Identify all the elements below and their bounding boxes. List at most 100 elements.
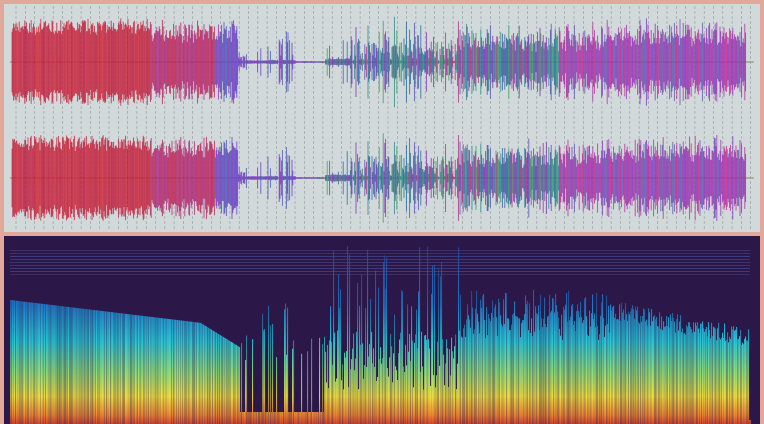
spectral-column [54,305,56,424]
spectral-column [192,321,194,424]
spectral-column [53,305,55,424]
spectral-column [536,312,538,424]
spectral-column [534,331,536,424]
spectral-column [195,322,197,424]
spectral-column [314,412,316,424]
spectral-column [591,313,593,424]
spectral-column [585,297,587,424]
spectral-column [612,307,614,424]
spectral-column [578,311,580,424]
spectral-column [291,412,293,424]
spectral-column [227,339,229,424]
spectral-column [448,387,450,424]
spectral-column [388,376,390,424]
spectral-column [88,309,90,424]
spectral-column [596,292,598,424]
spectral-column [283,412,285,424]
spectral-column [122,313,124,424]
spectral-column [178,320,180,424]
spectral-column [414,342,416,424]
spectral-column [543,318,545,424]
spectral-column [729,336,731,424]
spectral-column [353,333,355,424]
spectral-column [640,315,642,424]
spectral-column [396,370,398,424]
spectral-column [62,306,64,424]
spectral-column [488,314,490,424]
spectral-column [442,339,444,424]
spectral-column [200,322,202,424]
spectral-column [248,412,250,424]
spectral-column [718,322,720,424]
spectral-column [660,328,662,424]
spectral-column [526,303,528,424]
spectral-column [532,336,534,424]
spectral-column [731,326,733,424]
spectral-column [341,380,343,424]
spectral-column [142,315,144,424]
spectral-column [525,295,527,424]
spectral-column [478,321,480,424]
spectral-column [290,412,292,424]
spectral-column [684,332,686,424]
spectral-column [548,315,550,424]
spectral-column [286,354,288,424]
spectral-column [584,298,586,424]
spectral-column [385,288,387,424]
spectral-column [377,377,379,424]
spectral-column [605,325,607,424]
spectral-column [382,358,384,424]
spectral-column [623,309,625,424]
spectral-column [747,340,749,424]
spectral-column [451,337,453,424]
spectral-column [292,348,294,424]
spectral-column [644,309,646,424]
spectral-column [743,344,745,424]
spectral-column [63,306,65,424]
spectral-column [275,412,277,424]
spectral-column [171,319,173,424]
spectral-column [28,302,30,424]
spectral-column [454,346,456,424]
spectral-column [241,343,243,424]
spectral-column [170,319,172,424]
spectral-column [45,304,47,424]
spectral-column [687,327,689,424]
spectral-column [151,316,153,424]
spectral-column [715,328,717,424]
spectral-column [726,339,728,424]
spectral-column [336,378,338,424]
spectral-column [141,315,143,424]
spectral-column [41,303,43,424]
spectral-column [367,249,369,424]
spectral-column [251,412,253,424]
spectral-column [421,331,423,424]
spectral-column [271,412,273,424]
spectral-column [343,389,345,424]
spectral-column [659,312,661,424]
spectral-column [539,329,541,424]
spectral-column [179,320,181,424]
spectral-column [386,257,388,424]
spectral-column [399,339,401,424]
spectral-column [139,315,141,424]
spectral-column [433,375,435,424]
spectral-column [289,412,291,424]
spectral-column [547,316,549,424]
spectral-column [287,307,289,424]
spectral-column [703,328,705,424]
spectral-column [657,326,659,424]
spectral-column [633,309,635,424]
spectral-column [80,308,82,424]
spectral-column [164,318,166,424]
spectral-column [637,306,639,424]
spectral-column [401,290,403,424]
spectral-column [717,328,719,424]
spectral-column [400,332,402,424]
spectral-column [411,306,413,424]
spectral-column [374,367,376,424]
spectral-column [44,304,46,424]
spectral-column [516,316,518,424]
spectral-column [324,336,326,424]
spectral-column [691,329,693,424]
